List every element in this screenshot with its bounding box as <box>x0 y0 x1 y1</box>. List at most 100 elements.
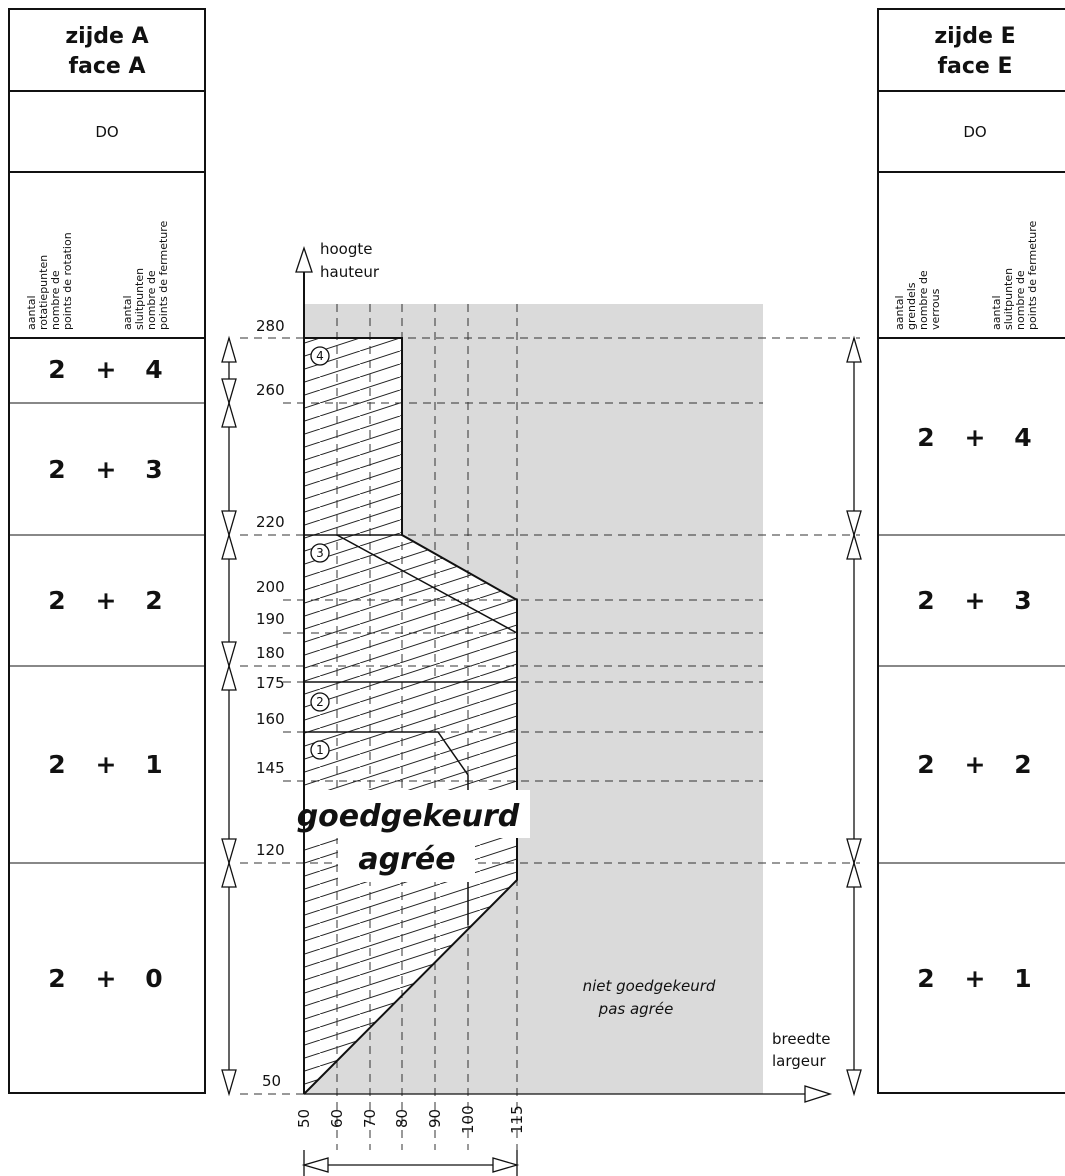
right-header-col2: aantal sluitpunten nombre de points de f… <box>990 220 1039 330</box>
left-code: DO <box>95 123 118 141</box>
y-tick-190: 190 <box>256 610 285 628</box>
y-tick-160: 160 <box>256 710 285 728</box>
svg-text:2: 2 <box>917 586 934 615</box>
svg-text:sluitpunten: sluitpunten <box>1002 268 1015 330</box>
approved-label-line1: goedgekeurd <box>297 799 520 834</box>
svg-text:2: 2 <box>316 695 324 709</box>
svg-text:points de fermeture: points de fermeture <box>157 220 170 330</box>
left-row-2: 2 + 2 <box>48 586 162 615</box>
svg-text:verrous: verrous <box>929 288 942 330</box>
svg-text:+: + <box>965 964 986 993</box>
approved-label-line2: agrée <box>358 842 455 877</box>
y-tick-280: 280 <box>256 317 285 335</box>
x-tick-labels: 50 60 70 80 90 100 115 <box>295 1105 526 1134</box>
svg-text:2: 2 <box>917 423 934 452</box>
svg-text:1: 1 <box>145 750 162 779</box>
svg-text:nombre de: nombre de <box>145 270 158 330</box>
svg-text:+: + <box>96 586 117 615</box>
y-tick-175: 175 <box>256 674 285 692</box>
svg-text:2: 2 <box>917 964 934 993</box>
right-row-0: 2 + 4 <box>917 423 1031 452</box>
grid-lines <box>240 304 860 1150</box>
y-tick-labels: 280 260 220 200 190 180 175 160 145 120 … <box>256 317 285 1090</box>
svg-text:+: + <box>965 586 986 615</box>
approved-label-box-2 <box>338 838 475 882</box>
not-approved-label-line1: niet goedgekeurd <box>583 977 716 995</box>
svg-text:aantal: aantal <box>121 295 134 330</box>
right-row-3: 2 + 1 <box>917 964 1031 993</box>
right-title-line1: zijde E <box>934 24 1015 49</box>
svg-text:sluitpunten: sluitpunten <box>133 268 146 330</box>
x-tick-80: 80 <box>393 1109 411 1128</box>
left-row-4: 2 + 0 <box>48 964 162 993</box>
y-tick-50: 50 <box>262 1072 281 1090</box>
svg-text:2: 2 <box>917 750 934 779</box>
svg-text:4: 4 <box>316 349 324 363</box>
svg-text:2: 2 <box>48 586 65 615</box>
svg-text:2: 2 <box>48 355 65 384</box>
approved-label-box-1 <box>285 790 530 838</box>
y-axis <box>295 245 313 1094</box>
svg-text:1: 1 <box>316 743 324 757</box>
svg-text:nombre de: nombre de <box>917 270 930 330</box>
right-dimension-arrows <box>846 335 862 1097</box>
svg-text:+: + <box>96 455 117 484</box>
left-row-3: 2 + 1 <box>48 750 162 779</box>
svg-text:+: + <box>96 964 117 993</box>
svg-text:3: 3 <box>145 455 162 484</box>
svg-text:+: + <box>96 355 117 384</box>
svg-text:aantal: aantal <box>990 295 1003 330</box>
svg-text:grendels: grendels <box>905 282 918 330</box>
svg-text:0: 0 <box>145 964 162 993</box>
svg-text:+: + <box>96 750 117 779</box>
left-header-col1: aantal rotatiepunten nombre de points de… <box>25 232 74 330</box>
x-tick-70: 70 <box>361 1109 379 1128</box>
x-axis-label-line2: largeur <box>772 1052 827 1070</box>
svg-text:points de fermeture: points de fermeture <box>1026 220 1039 330</box>
y-tick-200: 200 <box>256 578 285 596</box>
x-axis-label-line1: breedte <box>772 1030 830 1048</box>
zone-marker-4: 4 <box>310 346 330 366</box>
y-tick-120: 120 <box>256 841 285 859</box>
not-approved-label-line2: pas agrée <box>598 1000 674 1018</box>
svg-text:2: 2 <box>48 964 65 993</box>
x-tick-115: 115 <box>508 1105 526 1134</box>
y-tick-220: 220 <box>256 513 285 531</box>
x-tick-100: 100 <box>459 1105 477 1134</box>
svg-text:4: 4 <box>145 355 162 384</box>
svg-text:+: + <box>965 750 986 779</box>
svg-text:3: 3 <box>1014 586 1031 615</box>
right-code: DO <box>963 123 986 141</box>
left-title-line1: zijde A <box>65 24 148 49</box>
svg-text:4: 4 <box>1014 423 1031 452</box>
zone-marker-3: 3 <box>310 543 330 563</box>
left-row-0: 2 + 4 <box>48 355 162 384</box>
y-axis-label-line1: hoogte <box>320 240 373 258</box>
y-tick-145: 145 <box>256 759 285 777</box>
svg-text:points de rotation: points de rotation <box>61 232 74 330</box>
width-dimension-arrow <box>301 1150 520 1176</box>
svg-text:nombre de: nombre de <box>1014 270 1027 330</box>
left-header-col2: aantal sluitpunten nombre de points de f… <box>121 220 170 330</box>
zone-marker-2: 2 <box>310 692 330 712</box>
svg-text:1: 1 <box>1014 964 1031 993</box>
y-tick-180: 180 <box>256 644 285 662</box>
left-row-1: 2 + 3 <box>48 455 162 484</box>
left-title-line2: face A <box>68 54 145 79</box>
right-row-1: 2 + 3 <box>917 586 1031 615</box>
y-tick-260: 260 <box>256 381 285 399</box>
x-axis <box>304 1085 833 1103</box>
svg-text:aantal: aantal <box>893 295 906 330</box>
svg-text:rotatiepunten: rotatiepunten <box>37 255 50 330</box>
y-axis-label-line2: hauteur <box>320 263 380 281</box>
svg-text:2: 2 <box>48 455 65 484</box>
x-tick-50: 50 <box>295 1109 313 1128</box>
svg-text:+: + <box>965 423 986 452</box>
right-row-2: 2 + 2 <box>917 750 1031 779</box>
svg-text:aantal: aantal <box>25 295 38 330</box>
svg-text:2: 2 <box>145 586 162 615</box>
x-tick-60: 60 <box>328 1109 346 1128</box>
x-tick-90: 90 <box>426 1109 444 1128</box>
svg-text:2: 2 <box>1014 750 1031 779</box>
